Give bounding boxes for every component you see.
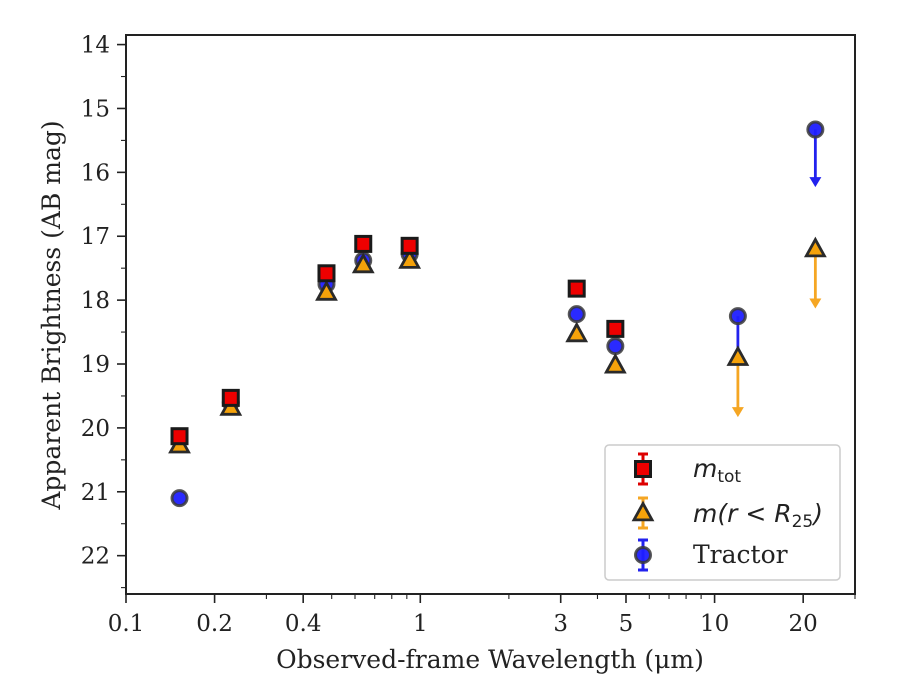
point-tractor-0 — [170, 489, 189, 508]
y-axis-label: Apparent Brightness (AB mag) — [37, 120, 66, 510]
legend-markers — [631, 452, 655, 572]
y-tick-label-0: 14 — [81, 33, 110, 59]
y-tick-label-1: 15 — [81, 96, 110, 122]
point-m-tot-2 — [317, 264, 336, 283]
point-m-r-r25-6 — [603, 352, 627, 374]
x-tick-label-7: 20 — [789, 611, 818, 637]
upper-limit-arrow-m-r-r25-8-head — [809, 298, 822, 309]
point-m-tot-0 — [170, 427, 189, 446]
point-tractor-7 — [728, 307, 747, 326]
plot-marks — [168, 120, 827, 508]
point-m-r-r25-7 — [726, 345, 750, 366]
x-tick-label-5: 5 — [619, 611, 634, 637]
x-tick-label-2: 0.4 — [285, 611, 322, 637]
y-tick-label-6: 20 — [81, 416, 110, 442]
legend-marker-m-r-r25 — [631, 500, 655, 522]
plot-frame — [125, 34, 856, 595]
legend: mtot m(r < R25) Tractor — [604, 444, 841, 581]
y-tick-label-2: 16 — [81, 160, 110, 186]
legend-label-mtot-sub: tot — [717, 467, 741, 487]
point-m-tot-4 — [400, 236, 419, 255]
point-m-r-r25-2 — [315, 280, 338, 301]
point-m-r-r25-8 — [803, 236, 827, 258]
legend-label-m-r25-base: m(r < R — [693, 499, 792, 528]
legend-box — [604, 444, 841, 581]
upper-limit-arrow-m-r-r25-7-head — [731, 407, 744, 418]
point-m-r-r25-4 — [398, 248, 422, 269]
legend-label-tractor: Tractor — [693, 540, 788, 569]
upper-limit-arrow-tractor-8-head — [809, 177, 822, 188]
legend-label-mtot-base: m — [693, 454, 717, 483]
x-tick-label-0: 0.1 — [108, 611, 145, 637]
y-tick-label-8: 22 — [81, 544, 110, 570]
point-m-tot-6 — [606, 319, 625, 338]
x-tick-label-6: 10 — [700, 611, 729, 637]
point-tractor-8 — [806, 120, 825, 139]
upper-limit-arrow-m-r-r25-7 — [731, 357, 744, 418]
legend-label-mtot: mtot — [693, 454, 741, 487]
y-tick-label-3: 17 — [81, 224, 110, 250]
x-axis-label: Observed-frame Wavelength (μm) — [276, 645, 704, 674]
axes: 0.1 0.2 0.4 1 3 5 10 20 14 15 16 17 18 19 20 21 22 — [81, 33, 856, 637]
x-tick-label-1: 0.2 — [196, 611, 233, 637]
legend-label-m-r25-close: ) — [811, 499, 823, 528]
legend-marker-m-tot — [634, 460, 652, 478]
point-m-tot-5 — [567, 279, 586, 298]
y-tick-label-7: 21 — [81, 480, 110, 506]
legend-label-m-r25: m(r < R25) — [693, 499, 823, 532]
point-tractor-6 — [606, 337, 625, 356]
point-tractor-5 — [567, 305, 586, 324]
x-tick-label-3: 1 — [413, 611, 428, 637]
upper-limit-arrow-m-r-r25-8 — [809, 249, 822, 309]
point-m-r-r25-5 — [565, 321, 589, 343]
legend-label-m-r25-sub: 25 — [792, 512, 814, 532]
point-m-tot-1 — [221, 388, 240, 407]
legend-marker-tractor — [634, 546, 652, 564]
y-tick-label-5: 19 — [81, 352, 110, 378]
x-tick-label-4: 3 — [553, 611, 568, 637]
y-tick-label-4: 18 — [81, 288, 110, 314]
point-m-r-r25-3 — [351, 252, 375, 274]
point-m-tot-3 — [354, 234, 373, 253]
